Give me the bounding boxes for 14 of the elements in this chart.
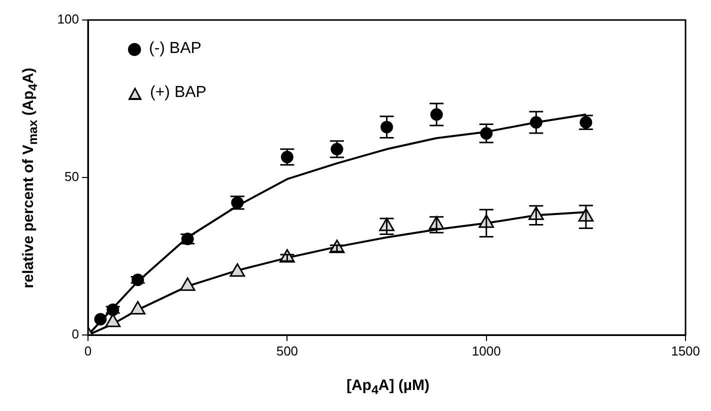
y-tick-label: 100 (57, 12, 79, 27)
legend-label: (-) BAP (149, 40, 202, 58)
point (105, 314, 121, 328)
x-tick-label: 1500 (671, 343, 700, 358)
x-axis-title: [Ap$_{4}$A] (µM) (345, 377, 431, 397)
point (180, 277, 196, 291)
x-tick-label: 500 (276, 343, 298, 358)
legend-label: (+) BAP (150, 84, 206, 102)
x-tick-label: 0 (84, 343, 92, 358)
y-tick-label: 0 (72, 326, 79, 342)
point (230, 263, 246, 277)
point (130, 301, 146, 315)
y-tick-label: 50 (64, 169, 79, 184)
x-tick-label: 1000 (472, 343, 501, 358)
